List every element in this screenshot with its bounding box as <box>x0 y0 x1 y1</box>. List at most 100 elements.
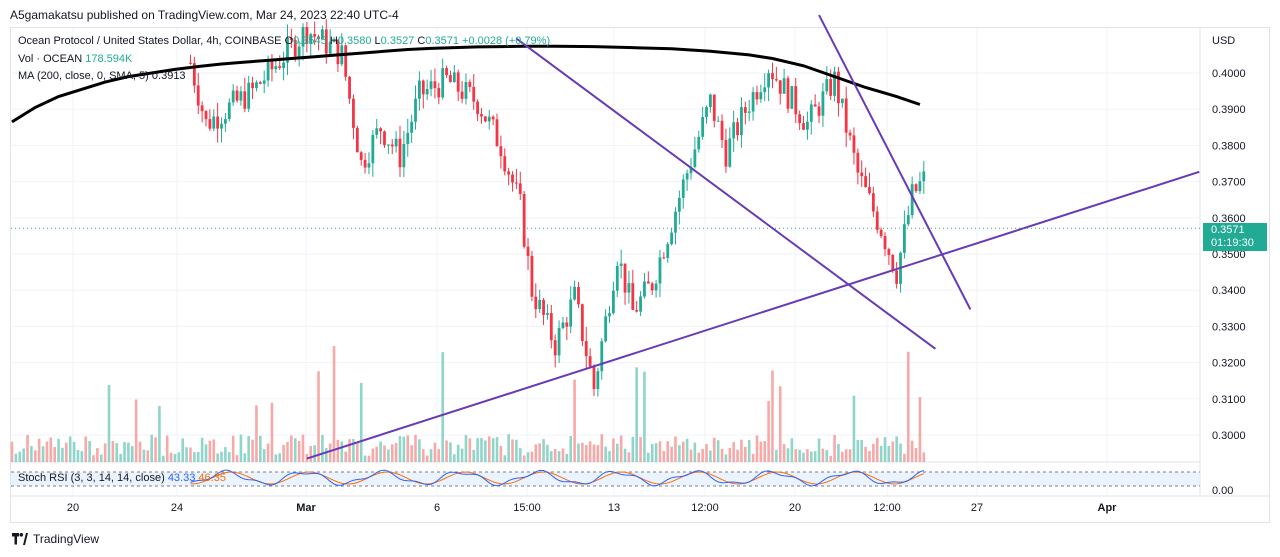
volume-bar <box>103 443 107 462</box>
volume-bar <box>10 441 14 462</box>
volume-bar <box>332 346 336 462</box>
candle-body <box>414 98 417 122</box>
volume-bar <box>162 455 165 462</box>
volume-bar <box>778 386 782 462</box>
volume-bar <box>336 439 340 462</box>
candle-body <box>313 34 317 37</box>
volume-bar <box>670 446 673 462</box>
candle-body <box>860 172 864 177</box>
candle-body <box>192 63 196 86</box>
volume-bar <box>445 440 448 462</box>
last-price-tag: 0.3571 01:19:30 <box>1203 223 1267 251</box>
candle-body <box>643 281 646 297</box>
candle-body <box>231 90 235 103</box>
candle-body <box>212 116 216 129</box>
volume-bar <box>301 434 305 462</box>
volume-bar <box>41 446 45 462</box>
candle-body <box>798 114 802 124</box>
volume-bar <box>705 443 708 462</box>
volume-bar <box>115 443 119 462</box>
y-axis-currency: USD <box>1212 35 1235 47</box>
volume-bar <box>557 451 561 462</box>
candle-body <box>615 265 619 291</box>
volume-bar <box>146 450 150 462</box>
volume-bar <box>864 446 867 462</box>
candle-body <box>262 80 266 84</box>
candle-body <box>425 88 429 95</box>
volume-bar <box>394 442 398 462</box>
candle-body <box>856 152 860 173</box>
x-tick-label: 12:00 <box>873 502 901 514</box>
candle-body <box>542 299 545 315</box>
footer-brand[interactable]: TradingView <box>12 532 99 546</box>
candle-body <box>189 62 192 64</box>
rsi-tick-label: 0.00 <box>1212 485 1233 497</box>
volume-bar <box>18 451 22 462</box>
volume-bar <box>767 401 770 462</box>
volume-bar <box>142 449 146 462</box>
candle-body <box>371 134 375 164</box>
volume-bar <box>84 436 88 462</box>
candle-body <box>840 98 844 104</box>
volume-bar <box>200 437 204 462</box>
volume-bar <box>352 438 355 462</box>
volume-bar <box>581 442 584 462</box>
y-tick-label: 0.3500 <box>1212 249 1246 261</box>
candle-body <box>833 71 836 96</box>
legend-volume: Vol · OCEAN 178.594K <box>18 53 132 65</box>
candle-body <box>794 86 798 115</box>
legend-h-value: 0.3580 <box>337 35 372 47</box>
volume-bar <box>775 449 778 462</box>
volume-bar <box>274 454 278 462</box>
volume-bar <box>744 446 747 462</box>
candle-body <box>480 113 483 117</box>
candle-body <box>452 72 456 83</box>
legend-symbol: Ocean Protocol / United States Dollar, 4… <box>18 35 282 47</box>
candle-body <box>289 37 293 40</box>
volume-bar <box>255 405 258 462</box>
candle-body <box>196 85 200 106</box>
volume-bar <box>449 442 452 462</box>
volume-bar <box>344 451 347 462</box>
volume-bar <box>119 453 122 462</box>
candle-body <box>910 184 914 216</box>
volume-bar <box>348 439 351 462</box>
y-tick-label: 0.3900 <box>1212 104 1246 116</box>
volume-bar <box>367 455 371 462</box>
volume-bar <box>239 434 243 462</box>
y-tick-label: 0.3800 <box>1212 140 1246 152</box>
candle-body <box>348 76 351 99</box>
volume-bar <box>398 436 402 462</box>
volume-bar <box>328 443 332 462</box>
y-tick-label: 0.3600 <box>1212 213 1246 225</box>
legend-o-label: O <box>284 35 294 47</box>
candle-body <box>802 123 805 130</box>
volume-bar <box>247 436 250 462</box>
volume-bar <box>918 397 922 462</box>
candle-body <box>627 283 631 293</box>
volume-bar <box>615 443 619 462</box>
candle-body <box>790 86 794 109</box>
candle-body <box>282 62 285 68</box>
candle-body <box>286 37 289 63</box>
volume-bar <box>130 446 134 462</box>
volume-bar <box>359 382 363 462</box>
volume-bar <box>414 434 417 462</box>
volume-bar <box>433 442 437 462</box>
candle-body <box>247 82 251 109</box>
volume-bar <box>697 452 701 462</box>
candle-body <box>767 73 770 88</box>
candle-body <box>336 39 340 65</box>
candle-body <box>806 121 809 130</box>
x-tick-label: 13 <box>608 502 620 514</box>
candle-body <box>569 299 573 327</box>
candle-body <box>429 81 433 89</box>
x-tick-label: Mar <box>296 502 316 514</box>
y-tick-label: 0.3400 <box>1212 285 1246 297</box>
volume-bar <box>631 436 635 462</box>
volume-bar <box>491 438 495 462</box>
chart-frame <box>10 27 1270 523</box>
candle-body <box>239 91 243 101</box>
candle-body <box>666 244 670 258</box>
